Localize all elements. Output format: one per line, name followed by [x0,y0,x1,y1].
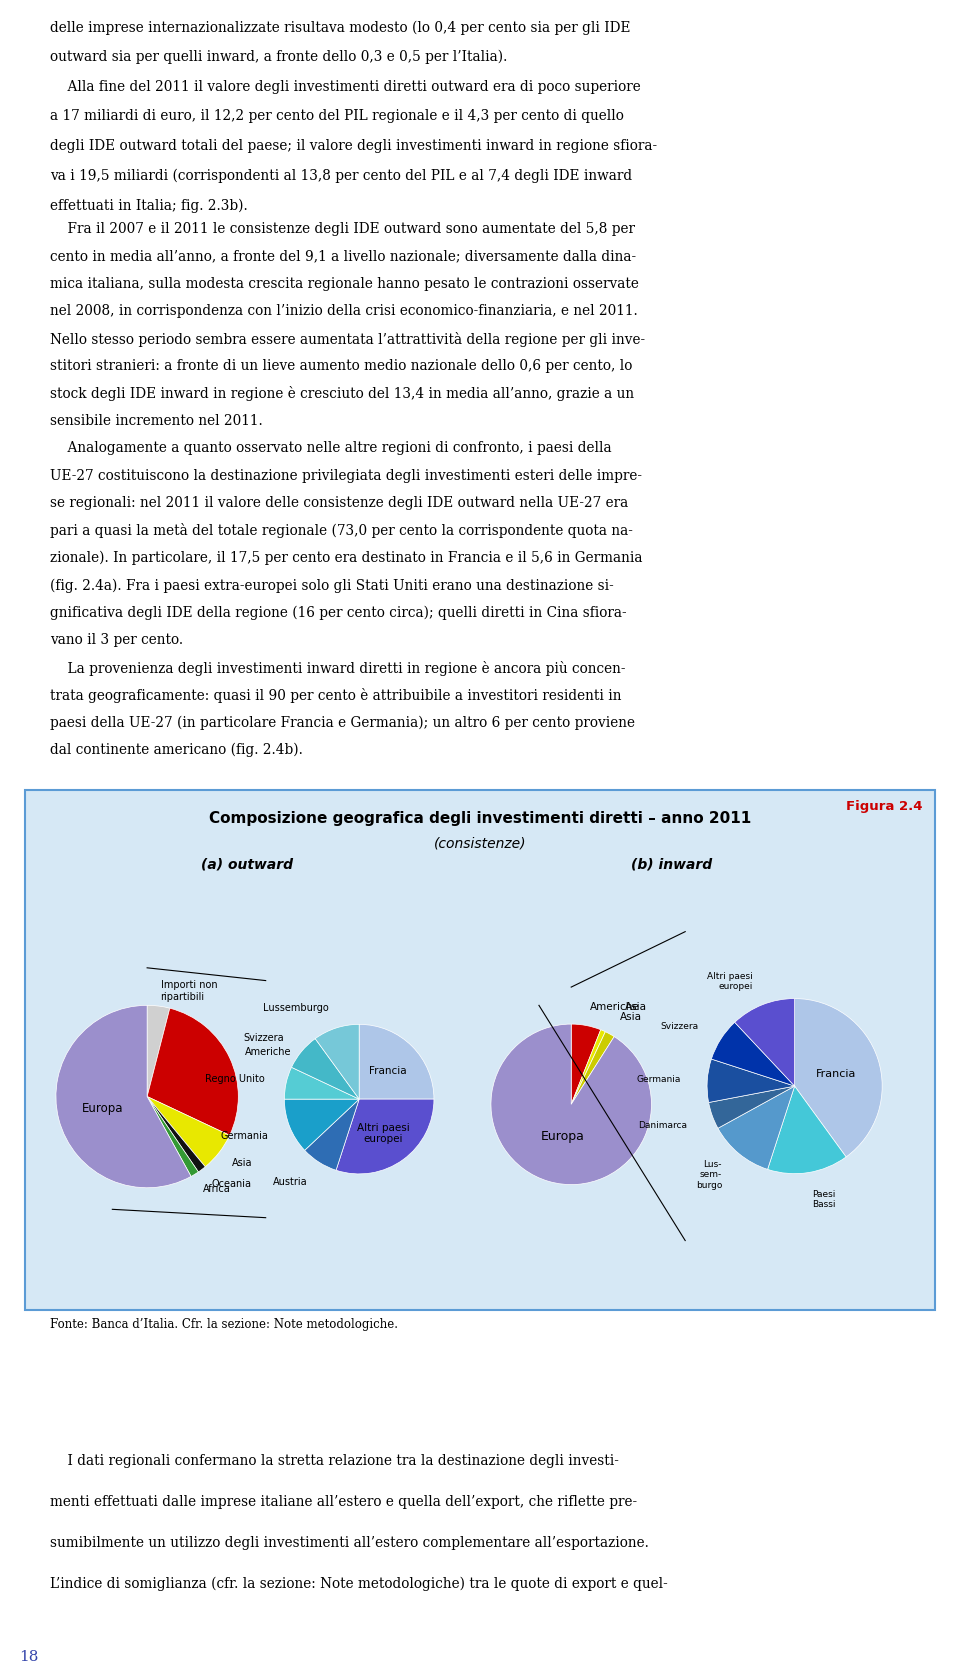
Text: Altri paesi
europei: Altri paesi europei [707,971,753,991]
Wedge shape [571,1032,614,1105]
Text: Francia: Francia [370,1065,407,1075]
Text: Regno Unito: Regno Unito [204,1074,264,1084]
Text: stock degli IDE inward in regione è cresciuto del 13,4 in media all’anno, grazie: stock degli IDE inward in regione è cres… [50,386,634,402]
Text: Altri paesi
europei: Altri paesi europei [357,1122,410,1144]
Wedge shape [56,1006,191,1188]
Text: nel 2008, in corrispondenza con l’inizio della crisi economico-finanziaria, e ne: nel 2008, in corrispondenza con l’inizio… [50,304,637,318]
Wedge shape [147,1097,205,1173]
Text: Svizzera: Svizzera [660,1021,699,1030]
Text: vano il 3 per cento.: vano il 3 per cento. [50,633,183,647]
Text: pari a quasi la metà del totale regionale (73,0 per cento la corrispondente quot: pari a quasi la metà del totale regional… [50,522,633,538]
Text: UE-27 costituiscono la destinazione privilegiata degli investimenti esteri delle: UE-27 costituiscono la destinazione priv… [50,469,642,482]
Text: (b) inward: (b) inward [631,857,712,872]
Text: (a) outward: (a) outward [202,857,294,872]
Wedge shape [734,1000,795,1087]
Wedge shape [147,1006,170,1097]
Text: Figura 2.4: Figura 2.4 [846,800,923,813]
Wedge shape [315,1025,359,1099]
Text: effettuati in Italia; fig. 2.3b).: effettuati in Italia; fig. 2.3b). [50,198,248,213]
Text: degli IDE outward totali del paese; il valore degli investimenti inward in regio: degli IDE outward totali del paese; il v… [50,139,657,153]
Text: stitori stranieri: a fronte di un lieve aumento medio nazionale dello 0,6 per ce: stitori stranieri: a fronte di un lieve … [50,360,633,373]
Wedge shape [147,1097,229,1168]
Text: gnificativa degli IDE della regione (16 per cento circa); quelli diretti in Cina: gnificativa degli IDE della regione (16 … [50,605,627,620]
Text: (fig. 2.4a). Fra i paesi extra-europei solo gli Stati Uniti erano una destinazio: (fig. 2.4a). Fra i paesi extra-europei s… [50,578,613,593]
Text: 18: 18 [19,1648,38,1663]
Text: Danimarca: Danimarca [638,1121,687,1129]
Wedge shape [708,1087,795,1129]
Text: I dati regionali confermano la stretta relazione tra la destinazione degli inves: I dati regionali confermano la stretta r… [50,1453,619,1467]
Text: Asia: Asia [625,1001,647,1011]
Text: a 17 miliardi di euro, il 12,2 per cento del PIL regionale e il 4,3 per cento di: a 17 miliardi di euro, il 12,2 per cento… [50,109,624,123]
Wedge shape [284,1099,359,1151]
Text: Africa: Africa [204,1184,231,1193]
Text: menti effettuati dalle imprese italiane all’estero e quella dell’export, che rif: menti effettuati dalle imprese italiane … [50,1494,637,1509]
Text: dal continente americano (fig. 2.4b).: dal continente americano (fig. 2.4b). [50,743,302,756]
Wedge shape [336,1099,434,1174]
Text: Svizzera: Svizzera [244,1033,284,1043]
Text: Fonte: Banca d’Italia. Cfr. la sezione: Note metodologiche.: Fonte: Banca d’Italia. Cfr. la sezione: … [50,1317,398,1331]
Text: Lussemburgo: Lussemburgo [263,1001,329,1011]
Text: Germania: Germania [221,1131,269,1141]
Text: (consistenze): (consistenze) [434,837,526,850]
Text: Paesi
Bassi: Paesi Bassi [812,1189,836,1208]
Text: va i 19,5 miliardi (corrispondenti al 13,8 per cento del PIL e al 7,4 degli IDE : va i 19,5 miliardi (corrispondenti al 13… [50,168,632,183]
Text: Francia: Francia [816,1068,856,1079]
Text: Germania: Germania [636,1075,681,1084]
Text: Asia: Asia [619,1011,641,1021]
Wedge shape [711,1023,795,1087]
Text: Americhe: Americhe [590,1001,639,1011]
Text: Europa: Europa [540,1129,585,1142]
FancyBboxPatch shape [25,790,935,1310]
Text: Asia: Asia [232,1158,252,1168]
Text: Composizione geografica degli investimenti diretti – anno 2011: Composizione geografica degli investimen… [209,810,751,825]
Text: L’indice di somiglianza (cfr. la sezione: Note metodologiche) tra le quote di ex: L’indice di somiglianza (cfr. la sezione… [50,1576,667,1589]
Text: Europa: Europa [83,1102,124,1116]
Text: Fra il 2007 e il 2011 le consistenze degli IDE outward sono aumentate del 5,8 pe: Fra il 2007 e il 2011 le consistenze deg… [50,222,635,235]
Text: Alla fine del 2011 il valore degli investimenti diretti outward era di poco supe: Alla fine del 2011 il valore degli inves… [50,79,640,94]
Wedge shape [708,1060,795,1102]
Wedge shape [304,1099,359,1171]
Wedge shape [292,1038,359,1099]
Text: Nello stesso periodo sembra essere aumentata l’attrattività della regione per gl: Nello stesso periodo sembra essere aumen… [50,331,645,346]
Text: delle imprese internazionalizzate risultava modesto (lo 0,4 per cento sia per gl: delle imprese internazionalizzate risult… [50,20,631,35]
Text: La provenienza degli investimenti inward diretti in regione è ancora più concen-: La provenienza degli investimenti inward… [50,660,625,675]
Wedge shape [359,1025,434,1099]
Text: Oceania: Oceania [212,1178,252,1188]
Wedge shape [147,1008,238,1136]
Wedge shape [718,1087,795,1169]
Text: se regionali: nel 2011 il valore delle consistenze degli IDE outward nella UE-27: se regionali: nel 2011 il valore delle c… [50,496,628,509]
Wedge shape [571,1030,606,1105]
Text: Austria: Austria [273,1176,307,1186]
Wedge shape [795,1000,882,1158]
Wedge shape [768,1087,846,1174]
Text: zionale). In particolare, il 17,5 per cento era destinato in Francia e il 5,6 in: zionale). In particolare, il 17,5 per ce… [50,551,642,564]
Wedge shape [571,1025,601,1105]
Text: sensibile incremento nel 2011.: sensibile incremento nel 2011. [50,413,263,427]
Wedge shape [147,1097,199,1176]
Text: mica italiana, sulla modesta crescita regionale hanno pesato le contrazioni osse: mica italiana, sulla modesta crescita re… [50,277,638,291]
Text: Lus-
sem-
burgo: Lus- sem- burgo [696,1159,722,1189]
Text: Importi non
ripartibili: Importi non ripartibili [160,979,217,1001]
Text: paesi della UE-27 (in particolare Francia e Germania); un altro 6 per cento prov: paesi della UE-27 (in particolare Franci… [50,716,635,729]
Text: trata geograficamente: quasi il 90 per cento è attribuibile a investitori reside: trata geograficamente: quasi il 90 per c… [50,687,621,702]
Text: sumibilmente un utilizzo degli investimenti all’estero complementare all’esporta: sumibilmente un utilizzo degli investime… [50,1536,649,1549]
Text: outward sia per quelli inward, a fronte dello 0,3 e 0,5 per l’Italia).: outward sia per quelli inward, a fronte … [50,50,507,64]
Wedge shape [491,1025,652,1184]
Text: Americhe: Americhe [245,1047,291,1057]
Wedge shape [284,1068,359,1099]
Text: Analogamente a quanto osservato nelle altre regioni di confronto, i paesi della: Analogamente a quanto osservato nelle al… [50,440,612,455]
Text: cento in media all’anno, a fronte del 9,1 a livello nazionale; diversamente dall: cento in media all’anno, a fronte del 9,… [50,249,636,264]
